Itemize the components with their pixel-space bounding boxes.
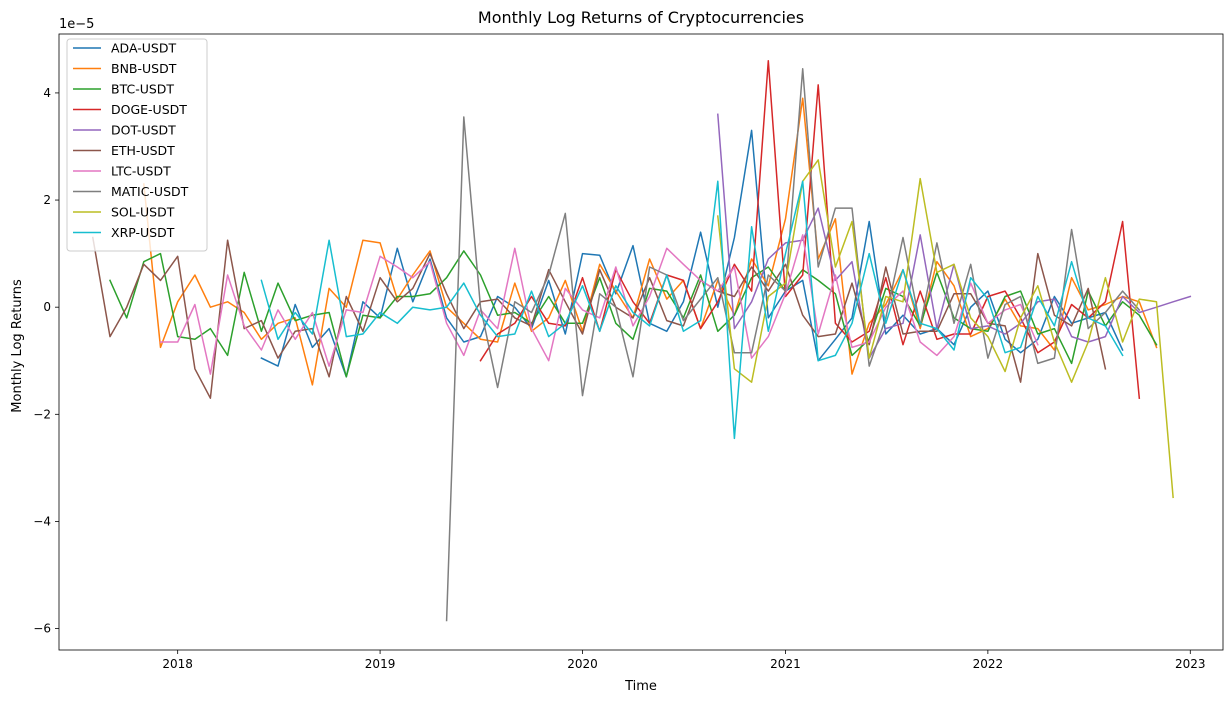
- y-tick-label: −6: [33, 622, 51, 636]
- x-axis-label: Time: [624, 679, 657, 694]
- series-line-ltc-usdt: [159, 234, 1039, 375]
- plot-frame: [58, 33, 1224, 651]
- plot-area: 2018 2019 2020 2021 2022 2023 4 2 0 −2 −4 −6: [33, 33, 1224, 671]
- legend: ADA-USDT BNB-USDT BTC-USDT DOGE-USDT DOT-USD…: [66, 38, 208, 252]
- legend-label-btc-usdt: BTC-USDT: [111, 82, 174, 97]
- series-line-sol-usdt: [716, 159, 1174, 499]
- series-line-matic-usdt: [445, 68, 1141, 622]
- chart-title: Monthly Log Returns of Cryptocurrencies: [478, 8, 804, 27]
- series-line-ada-usdt: [260, 129, 1124, 378]
- y-tick-label: 4: [43, 86, 51, 100]
- legend-label-dot-usdt: DOT-USDT: [111, 123, 176, 138]
- legend-label-xrp-usdt: XRP-USDT: [111, 225, 175, 240]
- y-tick-label: −4: [33, 514, 51, 528]
- legend-label-ltc-usdt: LTC-USDT: [111, 164, 171, 179]
- legend-label-matic-usdt: MATIC-USDT: [111, 184, 189, 199]
- series-line-xrp-usdt: [260, 180, 1124, 440]
- legend-label-ada-usdt: ADA-USDT: [111, 41, 176, 56]
- y-axis-scale-label: 1e−5: [59, 17, 94, 32]
- y-tick-label: 0: [43, 300, 51, 314]
- y-axis-label: Monthly Log Returns: [10, 279, 25, 413]
- legend-box: [66, 38, 208, 252]
- legend-label-eth-usdt: ETH-USDT: [111, 143, 175, 158]
- x-tick-label: 2019: [365, 657, 396, 671]
- x-tick-label: 2023: [1175, 657, 1206, 671]
- series-lines: [91, 60, 1192, 622]
- series-line-bnb-usdt: [142, 97, 1158, 386]
- y-tick-label: −2: [33, 407, 51, 421]
- legend-label-bnb-usdt: BNB-USDT: [111, 61, 177, 76]
- y-tick-label: 2: [43, 193, 51, 207]
- series-line-eth-usdt: [91, 236, 1107, 399]
- legend-label-sol-usdt: SOL-USDT: [111, 205, 175, 220]
- x-tick-label: 2020: [567, 657, 598, 671]
- x-tick-label: 2021: [770, 657, 801, 671]
- x-tick-label: 2018: [162, 657, 193, 671]
- x-tick-label: 2022: [973, 657, 1004, 671]
- legend-label-doge-usdt: DOGE-USDT: [111, 102, 187, 117]
